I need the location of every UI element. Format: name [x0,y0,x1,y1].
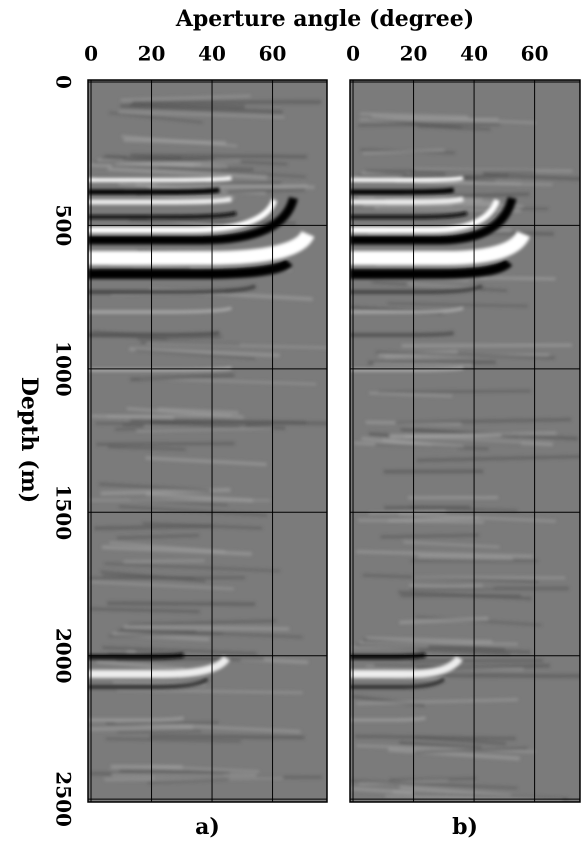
x-tick-label: 40 [460,42,488,66]
y-tick-label: 1000 [52,341,76,397]
seismic-image [88,80,339,802]
texture-line [89,578,245,579]
texture-line [352,646,428,647]
panel-label: b) [452,814,478,840]
x-tick-label: 20 [138,42,166,66]
texture-line [90,727,193,729]
x-tick-label: 0 [346,42,360,66]
reflector-band [350,333,454,335]
x-tick-label: 20 [400,42,428,66]
texture-line [374,364,473,365]
y-tick-label: 1500 [52,484,76,540]
texture-line [94,526,212,528]
texture-line [130,155,307,157]
texture-line [150,736,304,738]
reflector-band [88,190,219,192]
y-tick-label: 2500 [52,771,76,827]
texture-line [365,171,534,172]
reflector-band [88,333,219,335]
y-tick-label: 2000 [52,628,76,684]
texture-line [96,443,235,444]
texture-line [107,603,255,604]
reflector-band [350,178,463,180]
x-tick-label: 40 [198,42,226,66]
texture-line [411,661,543,662]
texture-line [389,778,476,780]
texture-line [124,627,289,629]
seismic-image [350,80,581,802]
chart-title: Aperture angle (degree) [175,6,474,32]
x-tick-label: 60 [521,42,549,66]
texture-line [104,778,282,780]
texture-line [413,577,565,578]
texture-line [358,198,446,200]
y-axis-label: Depth (m) [16,377,42,503]
texture-line [381,535,479,537]
texture-line [106,723,219,724]
x-tick-label: 60 [259,42,287,66]
reflector-band [88,178,231,180]
y-tick-label: 0 [52,75,76,89]
texture-line [378,391,531,392]
reflector-band [350,190,454,192]
x-tick-label: 0 [84,42,98,66]
panel-label: a) [195,814,220,840]
texture-line [117,731,201,732]
texture-line [358,124,500,125]
y-tick-label: 500 [52,205,76,247]
texture-line [133,102,322,103]
texture-line [402,345,572,346]
texture-line [359,643,517,644]
texture-line [124,561,205,562]
